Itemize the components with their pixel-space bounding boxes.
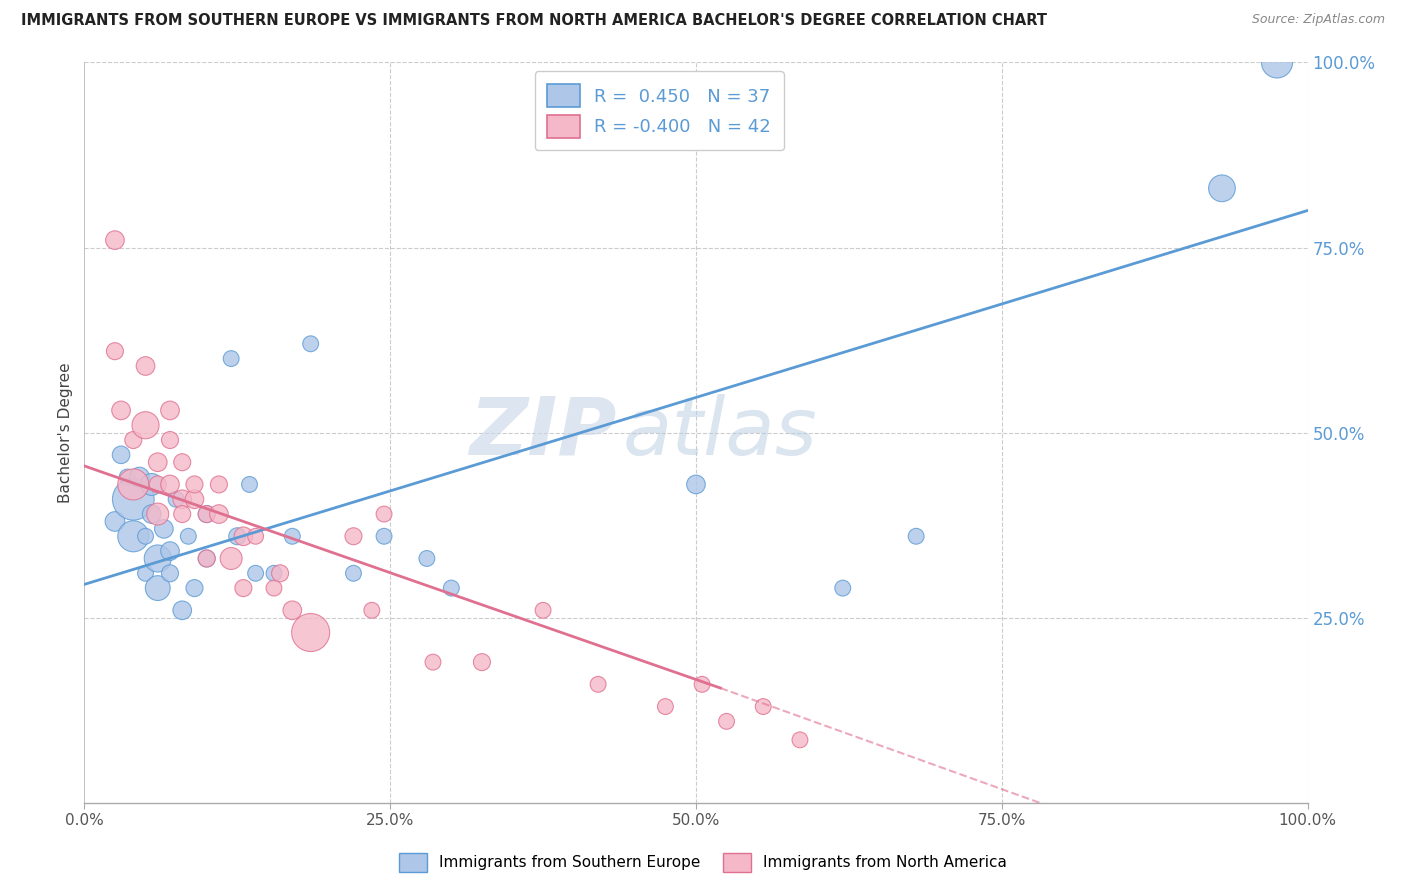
Point — [373, 529, 395, 543]
Point — [122, 492, 145, 507]
Point — [219, 351, 242, 366]
Point — [135, 418, 157, 433]
Point — [135, 566, 157, 581]
Text: Source: ZipAtlas.com: Source: ZipAtlas.com — [1251, 13, 1385, 27]
Point — [146, 581, 169, 595]
Point — [110, 403, 132, 417]
Point — [360, 603, 382, 617]
Point — [685, 477, 707, 491]
Point — [172, 492, 194, 507]
Point — [342, 566, 364, 581]
Point — [232, 581, 254, 595]
Y-axis label: Bachelor's Degree: Bachelor's Degree — [58, 362, 73, 503]
Point — [440, 581, 463, 595]
Point — [104, 344, 127, 359]
Text: atlas: atlas — [623, 393, 817, 472]
Text: ZIP: ZIP — [470, 393, 616, 472]
Point — [586, 677, 609, 691]
Point — [281, 603, 304, 617]
Point — [159, 403, 181, 417]
Point — [110, 448, 132, 462]
Point — [153, 522, 176, 536]
Point — [195, 551, 218, 566]
Point — [135, 529, 157, 543]
Point — [422, 655, 444, 669]
Point — [104, 515, 127, 529]
Point — [104, 233, 127, 247]
Point — [654, 699, 676, 714]
Point — [195, 551, 218, 566]
Point — [373, 507, 395, 521]
Point — [159, 544, 181, 558]
Point — [172, 603, 194, 617]
Point — [146, 507, 169, 521]
Point — [263, 581, 285, 595]
Point — [183, 581, 205, 595]
Legend: R =  0.450   N = 37, R = -0.400   N = 42: R = 0.450 N = 37, R = -0.400 N = 42 — [534, 71, 783, 151]
Point — [159, 477, 181, 491]
Point — [299, 336, 322, 351]
Point — [195, 507, 218, 521]
Point — [128, 470, 150, 484]
Point — [690, 677, 713, 691]
Point — [208, 477, 231, 491]
Point — [263, 566, 285, 581]
Point — [232, 529, 254, 543]
Point — [183, 492, 205, 507]
Point — [531, 603, 554, 617]
Point — [177, 529, 200, 543]
Point — [281, 529, 304, 543]
Point — [135, 359, 157, 373]
Point — [789, 732, 811, 747]
Point — [1211, 181, 1233, 195]
Point — [146, 477, 169, 491]
Point — [219, 551, 242, 566]
Point — [159, 433, 181, 447]
Point — [122, 477, 145, 491]
Point — [115, 470, 138, 484]
Point — [752, 699, 775, 714]
Point — [195, 507, 218, 521]
Point — [905, 529, 928, 543]
Point — [172, 455, 194, 469]
Point — [1265, 55, 1288, 70]
Point — [269, 566, 291, 581]
Point — [416, 551, 439, 566]
Point — [831, 581, 853, 595]
Point — [208, 507, 231, 521]
Point — [122, 433, 145, 447]
Point — [299, 625, 322, 640]
Point — [245, 566, 267, 581]
Point — [146, 455, 169, 469]
Point — [165, 492, 187, 507]
Point — [141, 477, 163, 491]
Point — [172, 507, 194, 521]
Point — [716, 714, 738, 729]
Point — [245, 529, 267, 543]
Point — [471, 655, 494, 669]
Legend: Immigrants from Southern Europe, Immigrants from North America: Immigrants from Southern Europe, Immigra… — [391, 845, 1015, 880]
Point — [342, 529, 364, 543]
Point — [238, 477, 260, 491]
Point — [122, 529, 145, 543]
Point — [183, 477, 205, 491]
Point — [226, 529, 249, 543]
Point — [141, 507, 163, 521]
Point — [146, 551, 169, 566]
Text: IMMIGRANTS FROM SOUTHERN EUROPE VS IMMIGRANTS FROM NORTH AMERICA BACHELOR'S DEGR: IMMIGRANTS FROM SOUTHERN EUROPE VS IMMIG… — [21, 13, 1047, 29]
Point — [159, 566, 181, 581]
